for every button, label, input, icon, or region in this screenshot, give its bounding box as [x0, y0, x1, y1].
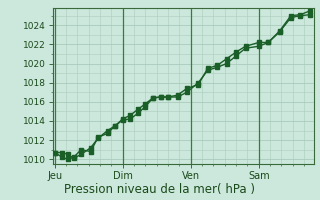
- Text: Pression niveau de la mer( hPa ): Pression niveau de la mer( hPa ): [65, 183, 255, 196]
